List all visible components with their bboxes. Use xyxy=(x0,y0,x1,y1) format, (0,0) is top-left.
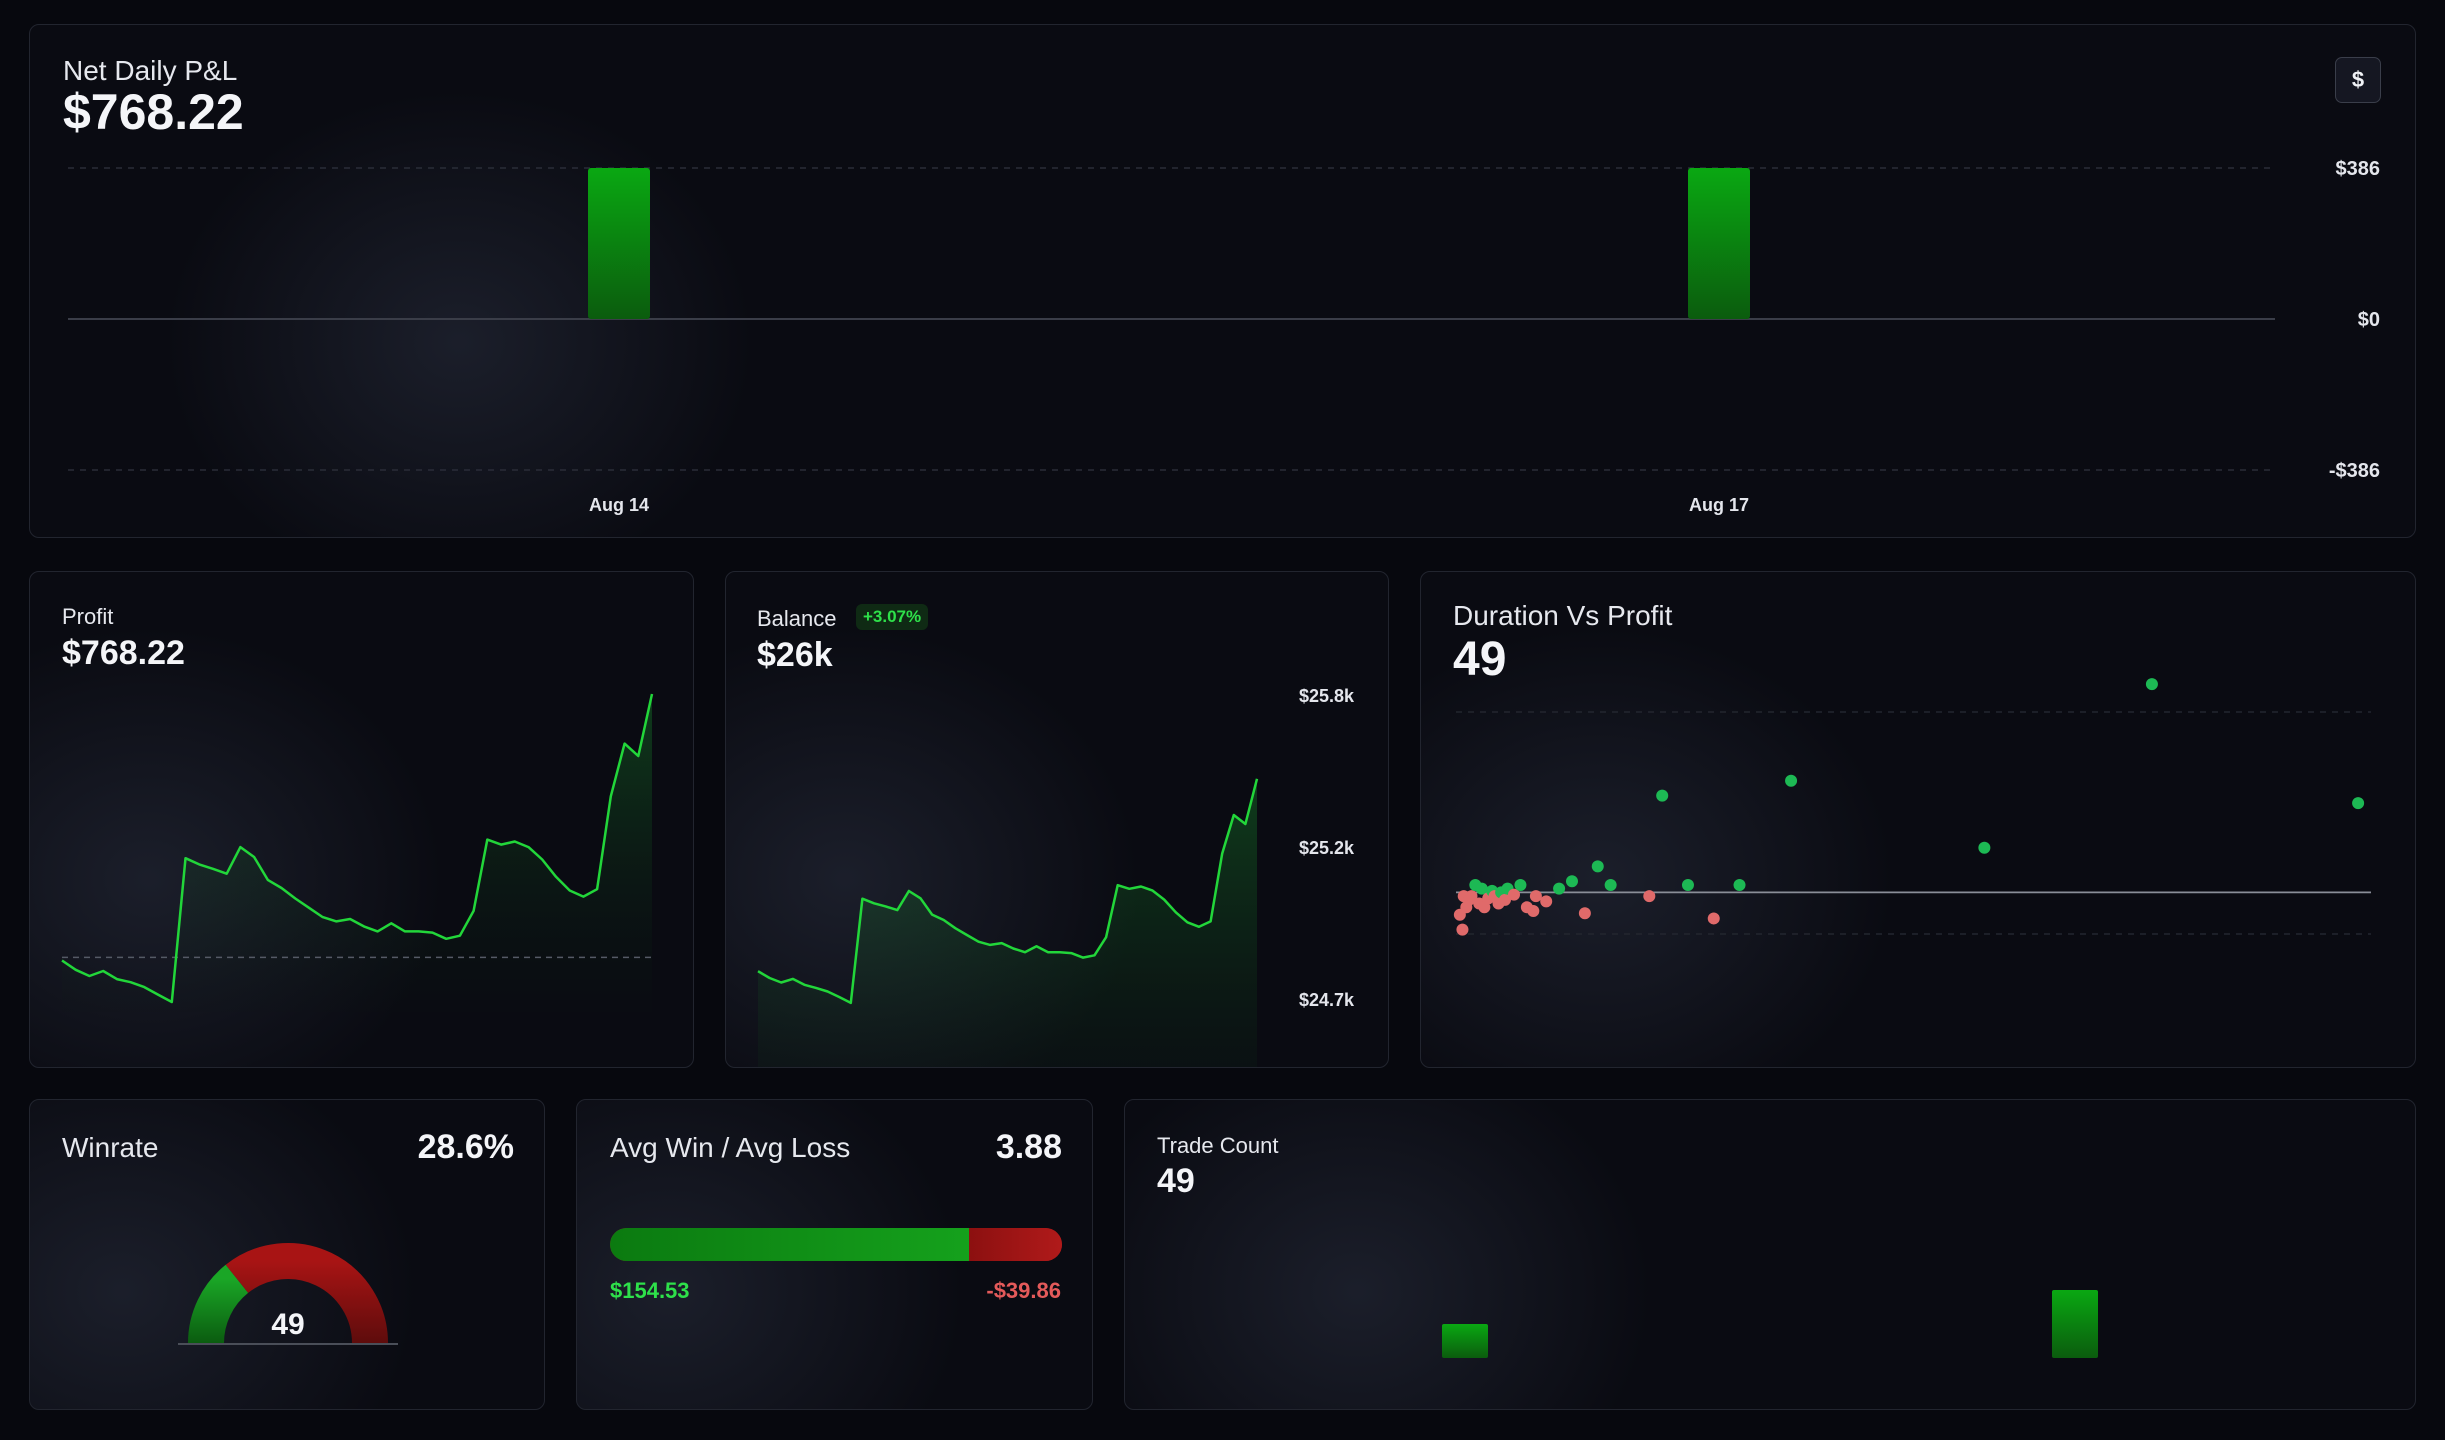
loss-point xyxy=(1643,890,1656,903)
loss-portion-bar xyxy=(969,1228,1062,1261)
balance-card: Balance +3.07% $26k $25.8k $25.2k $24.7k xyxy=(725,571,1389,1068)
win-point xyxy=(1553,882,1566,895)
pnl-bar xyxy=(1688,168,1750,319)
trade-count-card: Trade Count 49 xyxy=(1124,1099,2416,1410)
y-tick-label: $0 xyxy=(2358,309,2380,331)
duration-value: 49 xyxy=(1453,633,1507,686)
loss-point xyxy=(1540,895,1553,908)
loss-point xyxy=(1465,890,1478,903)
y-tick-label: $386 xyxy=(2336,158,2381,180)
profit-line-chart xyxy=(61,693,654,1012)
duration-title: Duration Vs Profit xyxy=(1453,600,1673,631)
trade-count-bar xyxy=(1442,1324,1488,1358)
win-point xyxy=(1681,878,1694,891)
win-loss-bar xyxy=(610,1228,1062,1261)
gauge-loss-arc xyxy=(225,1243,388,1344)
loss-point xyxy=(1529,890,1542,903)
net-daily-pnl-card: Net Daily P&L $768.22 $ $386 $0 -$386 Aug 1… xyxy=(29,24,2416,538)
win-point xyxy=(1565,875,1578,888)
winrate-title: Winrate xyxy=(62,1132,159,1163)
loss-point xyxy=(1498,893,1511,906)
series-line xyxy=(757,778,1259,1005)
x-tick-label: Aug 17 xyxy=(1689,495,1749,515)
loss-point xyxy=(1578,907,1591,920)
avg-title: Avg Win / Avg Loss xyxy=(610,1132,851,1163)
balance-line-chart: $25.8k $25.2k $24.7k xyxy=(757,686,1355,1067)
loss-point xyxy=(1527,905,1540,917)
pnl-title: Net Daily P&L xyxy=(63,55,238,86)
win-point xyxy=(1785,774,1798,787)
win-point xyxy=(1514,878,1527,891)
winrate-trade-count: 49 xyxy=(271,1308,305,1341)
balance-value: $26k xyxy=(757,636,833,674)
win-point xyxy=(1475,882,1488,895)
pnl-value: $768.22 xyxy=(63,84,244,140)
balance-title: Balance xyxy=(757,606,837,631)
win-point xyxy=(1656,789,1669,802)
y-tick-label: $25.8k xyxy=(1299,686,1355,706)
gauge-win-arc xyxy=(188,1264,249,1344)
trade-count-title: Trade Count xyxy=(1157,1133,1279,1158)
profit-title: Profit xyxy=(62,604,114,629)
y-tick-label: -$386 xyxy=(2329,460,2380,482)
avg-loss-value: -$39.86 xyxy=(986,1278,1061,1303)
loss-point xyxy=(1707,912,1720,925)
winrate-gauge xyxy=(178,1243,398,1345)
profit-card: Profit $768.22 xyxy=(29,571,694,1068)
balance-change-badge: +3.07% xyxy=(856,604,929,630)
avg-win-loss-card: Avg Win / Avg Loss 3.88 $154.53 -$39.86 xyxy=(576,1099,1093,1410)
x-tick-label: Aug 14 xyxy=(589,495,649,515)
trade-count-value: 49 xyxy=(1157,1162,1195,1200)
loss-point xyxy=(1456,923,1469,936)
series-line xyxy=(61,693,654,1004)
loss-point xyxy=(1507,888,1520,901)
duration-scatter-chart xyxy=(1453,678,2371,936)
y-tick-label: $25.2k xyxy=(1299,838,1355,858)
win-point xyxy=(1591,860,1604,873)
duration-vs-profit-card: Duration Vs Profit 49 xyxy=(1420,571,2416,1068)
win-point xyxy=(1978,841,1991,854)
area-fill xyxy=(62,694,652,1012)
winrate-card: Winrate 28.6% 49 xyxy=(29,1099,545,1410)
win-point xyxy=(2352,797,2365,810)
pnl-bar-chart: $386 $0 -$386 Aug 14 Aug 17 xyxy=(68,158,2381,515)
area-fill xyxy=(758,778,1257,1067)
win-portion-bar xyxy=(610,1228,970,1261)
winrate-value: 28.6% xyxy=(417,1128,514,1166)
win-point xyxy=(1604,878,1617,891)
trade-count-bar-chart xyxy=(1442,1290,2098,1358)
win-point xyxy=(2145,678,2158,691)
trade-count-bar xyxy=(2052,1290,2098,1358)
currency-toggle-button[interactable]: $ xyxy=(2335,57,2381,103)
y-tick-label: $24.7k xyxy=(1299,990,1355,1010)
avg-ratio-value: 3.88 xyxy=(995,1128,1062,1166)
avg-win-value: $154.53 xyxy=(610,1278,690,1303)
profit-value: $768.22 xyxy=(62,634,185,672)
pnl-bar xyxy=(588,168,650,319)
win-point xyxy=(1733,878,1746,891)
